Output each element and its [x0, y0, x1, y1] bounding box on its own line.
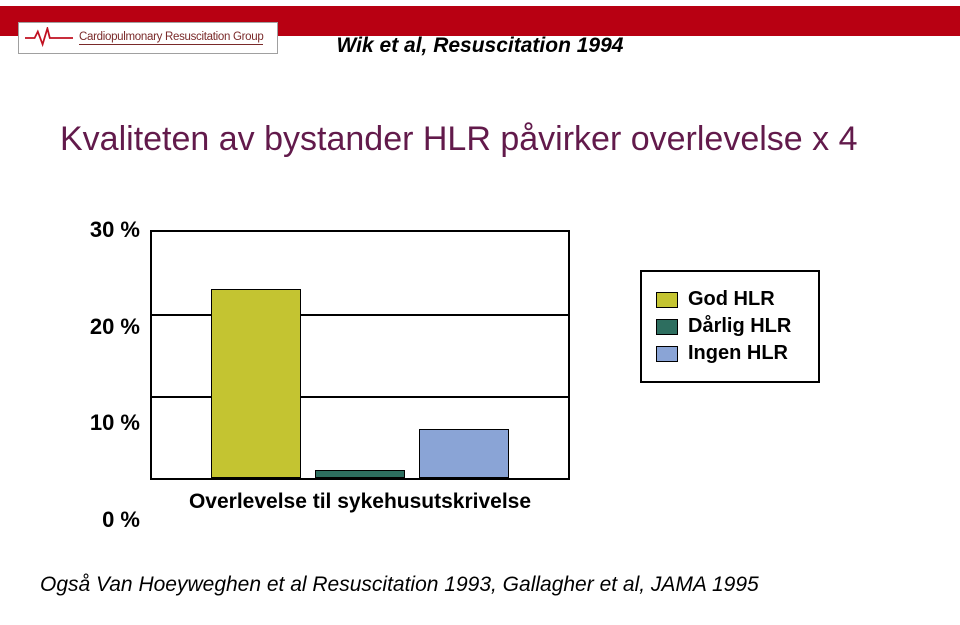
- header-citation: Wik et al, Resuscitation 1994: [0, 34, 960, 58]
- legend-label-2: Ingen HLR: [688, 342, 788, 365]
- bar-0: [211, 289, 301, 478]
- legend-swatch-1: [656, 319, 678, 335]
- chart-plot: [150, 230, 570, 480]
- legend-label-0: God HLR: [688, 288, 775, 311]
- y-tick-30: 30 %: [90, 217, 140, 243]
- y-axis-labels: 30 % 20 % 10 % 0 %: [80, 230, 150, 520]
- legend-box: God HLR Dårlig HLR Ingen HLR: [640, 270, 820, 383]
- legend-item-1: Dårlig HLR: [656, 315, 804, 338]
- y-tick-20: 20 %: [90, 314, 140, 340]
- footnote-text: Også Van Hoeyweghen et al Resuscitation …: [40, 573, 759, 597]
- y-tick-10: 10 %: [90, 410, 140, 436]
- legend-item-0: God HLR: [656, 288, 804, 311]
- y-tick-0: 0 %: [102, 507, 140, 533]
- legend-label-1: Dårlig HLR: [688, 315, 791, 338]
- x-axis-label: Overlevelse til sykehusutskrivelse: [150, 490, 570, 514]
- legend-swatch-0: [656, 292, 678, 308]
- legend-swatch-2: [656, 346, 678, 362]
- legend-item-2: Ingen HLR: [656, 342, 804, 365]
- page-title: Kvaliteten av bystander HLR påvirker ove…: [60, 120, 900, 159]
- bar-2: [419, 429, 509, 478]
- bars-row: [152, 232, 568, 478]
- bar-1: [315, 470, 405, 478]
